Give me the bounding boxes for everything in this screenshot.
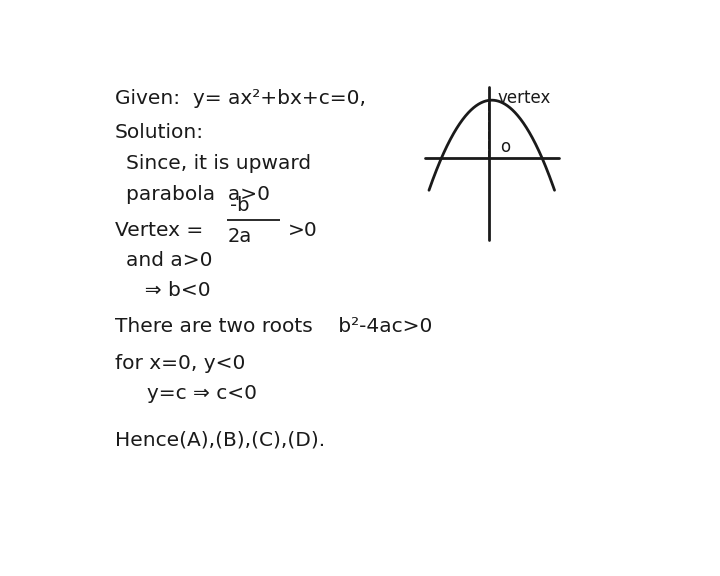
Text: Given:  y= ax²+bx+c=0,: Given: y= ax²+bx+c=0, [115,89,366,108]
Text: and a>0: and a>0 [126,251,213,270]
Text: parabola  a>0: parabola a>0 [126,185,270,204]
Text: Since, it is upward: Since, it is upward [126,154,311,173]
Text: Hence(A),(B),(C),(D).: Hence(A),(B),(C),(D). [115,431,325,450]
Text: for x=0, y<0: for x=0, y<0 [115,354,246,373]
Text: y=c ⇒ c<0: y=c ⇒ c<0 [115,384,257,403]
Text: >0: >0 [288,221,318,240]
Text: There are two roots    b²-4ac>0: There are two roots b²-4ac>0 [115,317,433,336]
Text: Solution:: Solution: [115,123,204,142]
Text: 2a: 2a [228,228,252,247]
Text: -b: -b [230,196,249,215]
Text: ⇒ b<0: ⇒ b<0 [132,281,210,300]
Text: Vertex =: Vertex = [115,221,210,240]
Text: o: o [500,138,510,157]
Text: vertex: vertex [498,89,551,107]
